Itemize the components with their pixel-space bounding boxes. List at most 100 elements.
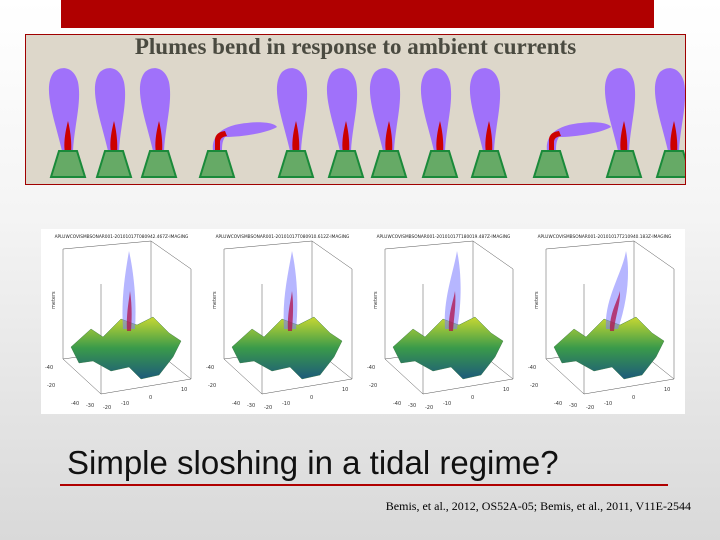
citation: Bemis, et al., 2012, OS52A-05; Bemis, et… [385, 499, 691, 513]
vent-base [655, 150, 685, 178]
x-tick-label: -30 [569, 403, 577, 409]
plume-bent [532, 122, 611, 178]
sonar-subplot: meters -40 -30 -20 -10 0 10 -40 -20 APLUWCOVISMB… [363, 229, 524, 414]
sonar-subplot: meters -40 -30 -20 -10 0 10 -40 -20 APLUWCOVISMB… [202, 229, 363, 414]
plume-diagram [48, 68, 685, 178]
box-edge [384, 240, 514, 270]
plume-upright [469, 68, 508, 178]
y-tick-label: -40 [528, 365, 536, 371]
subplot-title: APLUWCOVISMBSONAR001-20101017T180019.487… [376, 235, 511, 240]
x-tick-label: -40 [232, 401, 240, 407]
box-edge [223, 240, 353, 270]
x-tick-label: -30 [408, 403, 416, 409]
sonar-plume [605, 251, 629, 329]
subplot-title: APLUWCOVISMBSONAR001-20101017T080942.467… [54, 235, 189, 240]
vent-base [49, 150, 87, 178]
sonar-plot: meters -40 -30 -20 -10 0 10 -40 -20 [206, 240, 353, 411]
x-tick-label: -40 [554, 401, 562, 407]
y-tick-label: -40 [45, 365, 53, 371]
plume-cloud [212, 122, 277, 151]
vent-base [140, 150, 178, 178]
box-edge [545, 240, 675, 270]
plume-cloud [48, 68, 80, 151]
vent-base [370, 150, 408, 178]
x-tick-label: -20 [264, 405, 272, 411]
x-tick-label: 0 [310, 395, 313, 401]
vent-base [198, 150, 236, 178]
y-tick-label: -40 [367, 365, 375, 371]
plume-core [64, 121, 72, 153]
plume-core [385, 121, 393, 153]
x-tick-label: 10 [342, 387, 348, 393]
x-tick-label: -10 [121, 401, 129, 407]
x-tick-label: -20 [425, 405, 433, 411]
sonar-subplot: meters -40 -30 -20 -10 0 10 -40 -20 APLUWCOVISMB… [41, 229, 202, 414]
vent-base [605, 150, 643, 178]
x-tick-label: 10 [664, 387, 670, 393]
x-tick-label: 10 [503, 387, 509, 393]
vent-base [327, 150, 365, 178]
subplot-title: APLUWCOVISMBSONAR001-20101017T210940.183… [537, 235, 672, 240]
sonar-plume [283, 251, 298, 329]
x-tick-label: 0 [149, 395, 152, 401]
sonar-figure: meters -40 -30 -20 -10 0 10 -40 -20 APLUWCOVISMB… [41, 229, 685, 414]
seafloor-terrain [392, 316, 504, 380]
x-tick-label: -20 [586, 405, 594, 411]
question-underline [60, 484, 668, 486]
plume-core [485, 121, 493, 153]
x-tick-label: -30 [86, 403, 94, 409]
sonar-plume-core [448, 291, 456, 331]
y-tick-label: -20 [47, 383, 55, 389]
vent-base [470, 150, 508, 178]
vent-base [532, 150, 570, 178]
plume-upright [654, 68, 685, 178]
plume-core [292, 121, 300, 153]
plume-upright [369, 68, 408, 178]
plume-core [215, 131, 227, 153]
seafloor-terrain [231, 316, 343, 380]
y-tick-label: -20 [208, 383, 216, 389]
x-tick-label: -20 [103, 405, 111, 411]
subplot-title: APLUWCOVISMBSONAR001-20101017T080910.612… [215, 235, 350, 240]
plume-upright [604, 68, 643, 178]
plume-cloud [369, 68, 401, 151]
sonar-plot: meters -40 -30 -20 -10 0 10 -40 -20 [367, 240, 514, 411]
z-axis-label: meters [373, 291, 379, 309]
seafloor-terrain [553, 316, 665, 380]
x-tick-label: -10 [282, 401, 290, 407]
sonar-plume-core [609, 291, 621, 331]
plume-upright [139, 68, 178, 178]
y-tick-label: -40 [206, 365, 214, 371]
plume-core [155, 121, 163, 153]
plume-upright [48, 68, 87, 178]
plume-upright [276, 68, 315, 178]
plume-core [670, 121, 678, 153]
plume-cloud [94, 68, 126, 151]
plume-core [549, 131, 561, 153]
x-tick-label: -30 [247, 403, 255, 409]
z-axis-label: meters [212, 291, 218, 309]
x-tick-label: 10 [181, 387, 187, 393]
z-axis-label: meters [534, 291, 540, 309]
seafloor-terrain [70, 316, 182, 380]
sonar-plume [122, 251, 136, 329]
title-bar [61, 0, 654, 28]
plume-cloud [420, 68, 452, 151]
slide-title: Plumes bend in response to ambient curre… [134, 34, 577, 59]
plume-core [110, 121, 118, 153]
y-tick-label: -20 [369, 383, 377, 389]
vent-base [421, 150, 459, 178]
plume-upright [420, 68, 459, 178]
plume-cloud [469, 68, 501, 151]
y-tick-label: -20 [530, 383, 538, 389]
plume-cloud [654, 68, 685, 151]
x-tick-label: 0 [471, 395, 474, 401]
plume-cloud [276, 68, 308, 151]
plume-core [342, 121, 350, 153]
x-tick-label: -40 [71, 401, 79, 407]
sonar-plot: meters -40 -30 -20 -10 0 10 -40 -20 [528, 240, 675, 411]
plume-bent [198, 122, 277, 178]
sonar-plot: meters -40 -30 -20 -10 0 10 -40 -20 [45, 240, 192, 411]
vent-base [277, 150, 315, 178]
z-axis-label: meters [51, 291, 57, 309]
